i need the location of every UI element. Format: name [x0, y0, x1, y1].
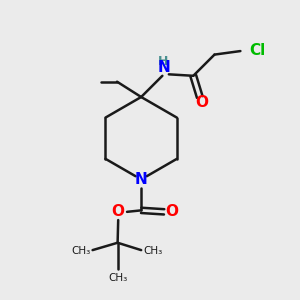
Text: N: N: [157, 60, 170, 75]
Text: O: O: [165, 204, 178, 219]
Text: N: N: [135, 172, 148, 187]
Text: H: H: [158, 56, 169, 68]
Text: CH₃: CH₃: [143, 246, 163, 256]
Text: Cl: Cl: [249, 43, 266, 58]
Text: CH₃: CH₃: [108, 273, 127, 283]
Text: O: O: [112, 204, 125, 219]
Text: CH₃: CH₃: [71, 246, 90, 256]
Text: O: O: [196, 95, 208, 110]
